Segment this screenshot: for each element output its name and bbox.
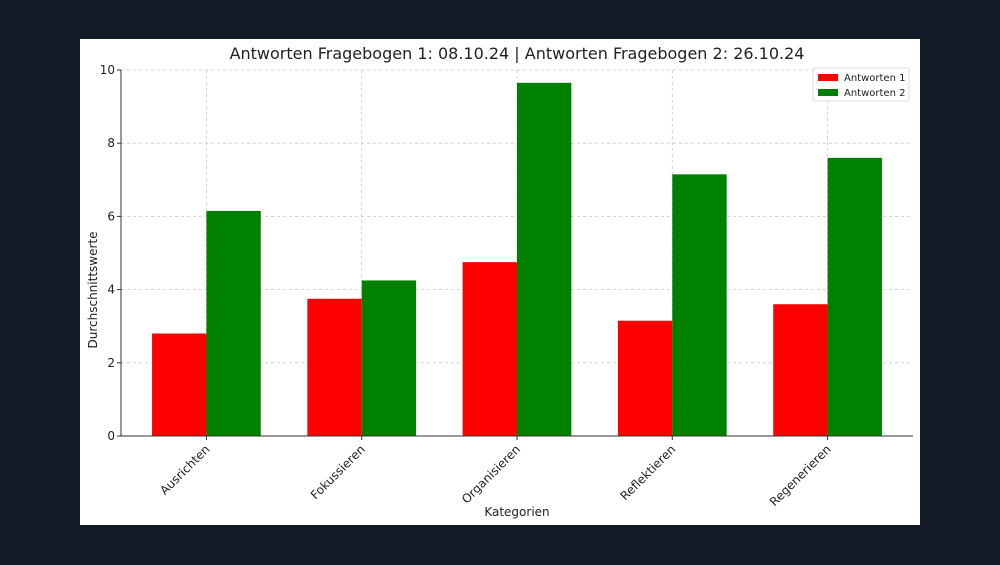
bar-2-fokussieren [361, 280, 417, 436]
axes [117, 69, 913, 440]
bar-2-regenerieren [827, 157, 882, 436]
x-tick-label: Organisieren [459, 442, 523, 506]
bar-1-reflektieren [617, 320, 673, 436]
x-tick-label: Ausrichten [157, 442, 212, 497]
bar-2-ausrichten [206, 210, 261, 436]
legend-swatch [818, 89, 838, 96]
chart-title: Antworten Fragebogen 1: 08.10.24 | Antwo… [230, 44, 805, 63]
legend: Antworten 1 Antworten 2 [812, 67, 910, 102]
y-tick-label: 6 [107, 209, 115, 223]
x-axis-label: Kategorien [484, 505, 549, 519]
bar-2-organisieren [517, 82, 572, 436]
y-tick-label: 2 [107, 356, 115, 370]
x-tick-label: Regenerieren [767, 442, 834, 509]
y-tick-label: 0 [107, 429, 115, 443]
bar-1-ausrichten [152, 333, 207, 436]
bar-1-regenerieren [773, 304, 828, 436]
y-tick-label: 4 [107, 283, 115, 297]
legend-swatch [818, 74, 838, 81]
bars [152, 82, 882, 436]
bar-1-organisieren [462, 262, 517, 436]
y-tick-label: 8 [107, 136, 115, 150]
bar-2-reflektieren [672, 174, 727, 436]
y-axis-label: Durchschnittswerte [86, 232, 100, 349]
legend-label: Antworten 2 [844, 88, 905, 99]
x-tick-label: Fokussieren [308, 442, 368, 502]
legend-label: Antworten 1 [844, 73, 905, 84]
x-tick-label: Reflektieren [617, 442, 678, 503]
bar-chart: Antworten Fragebogen 1: 08.10.24 | Antwo… [86, 44, 913, 519]
y-tick-label: 10 [100, 63, 115, 77]
chart-card: Antworten Fragebogen 1: 08.10.24 | Antwo… [80, 39, 920, 525]
bar-1-fokussieren [307, 298, 362, 436]
